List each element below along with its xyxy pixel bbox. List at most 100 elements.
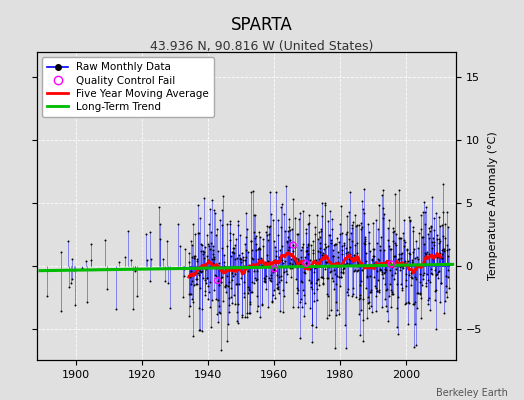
Point bbox=[332, 299, 341, 306]
Point bbox=[274, 232, 282, 238]
Point bbox=[226, 236, 235, 243]
Point bbox=[440, 310, 448, 316]
Point bbox=[189, 220, 197, 227]
Point bbox=[382, 302, 390, 309]
Point bbox=[232, 281, 241, 288]
Point bbox=[443, 209, 451, 216]
Point bbox=[231, 271, 239, 277]
Point bbox=[287, 256, 295, 262]
Point bbox=[401, 258, 409, 264]
Point bbox=[400, 260, 408, 266]
Point bbox=[444, 267, 453, 274]
Point bbox=[370, 258, 379, 265]
Point bbox=[326, 260, 334, 266]
Point bbox=[256, 264, 265, 270]
Point bbox=[194, 270, 202, 276]
Point bbox=[294, 286, 302, 293]
Point bbox=[350, 268, 358, 274]
Point bbox=[346, 189, 355, 196]
Point bbox=[337, 242, 346, 249]
Point bbox=[343, 229, 352, 236]
Point bbox=[248, 263, 257, 269]
Point bbox=[365, 298, 374, 305]
Point bbox=[426, 307, 434, 313]
Point bbox=[432, 272, 441, 278]
Point bbox=[415, 262, 423, 269]
Point bbox=[384, 318, 392, 324]
Point bbox=[304, 240, 312, 247]
Point bbox=[68, 276, 76, 282]
Point bbox=[249, 228, 258, 235]
Point bbox=[410, 344, 418, 350]
Point bbox=[215, 303, 223, 309]
Point bbox=[376, 247, 384, 253]
Point bbox=[277, 273, 285, 280]
Point bbox=[322, 244, 331, 250]
Point bbox=[192, 280, 201, 287]
Point bbox=[195, 304, 203, 311]
Point bbox=[328, 307, 336, 313]
Point bbox=[389, 238, 397, 245]
Point bbox=[132, 266, 140, 273]
Point bbox=[255, 234, 264, 240]
Point bbox=[323, 275, 331, 281]
Point bbox=[295, 258, 303, 265]
Point bbox=[156, 236, 164, 243]
Point bbox=[401, 300, 409, 307]
Point bbox=[242, 233, 250, 240]
Point bbox=[318, 213, 326, 219]
Point bbox=[256, 246, 264, 252]
Point bbox=[373, 288, 381, 294]
Point bbox=[313, 236, 322, 243]
Point bbox=[302, 230, 310, 236]
Point bbox=[312, 324, 320, 330]
Point bbox=[338, 247, 346, 253]
Point bbox=[241, 314, 249, 320]
Point bbox=[181, 246, 189, 252]
Point bbox=[163, 238, 172, 244]
Point bbox=[274, 216, 282, 223]
Point bbox=[355, 222, 364, 228]
Point bbox=[277, 204, 285, 210]
Point bbox=[411, 321, 419, 328]
Point bbox=[287, 264, 296, 271]
Point bbox=[223, 243, 232, 249]
Point bbox=[363, 315, 371, 321]
Point bbox=[238, 269, 247, 275]
Point bbox=[280, 211, 288, 217]
Point bbox=[222, 272, 231, 279]
Point bbox=[212, 273, 220, 280]
Point bbox=[400, 237, 408, 244]
Point bbox=[365, 240, 374, 246]
Point bbox=[214, 319, 222, 326]
Point bbox=[188, 242, 196, 248]
Point bbox=[423, 270, 431, 277]
Point bbox=[251, 212, 259, 218]
Point bbox=[307, 284, 315, 290]
Point bbox=[412, 276, 420, 282]
Point bbox=[214, 248, 223, 255]
Point bbox=[441, 235, 449, 242]
Point bbox=[358, 205, 367, 212]
Point bbox=[406, 251, 414, 257]
Point bbox=[253, 308, 261, 314]
Point bbox=[246, 299, 254, 305]
Point bbox=[434, 254, 442, 260]
Point bbox=[315, 245, 324, 252]
Point bbox=[329, 247, 337, 253]
Point bbox=[428, 239, 436, 246]
Point bbox=[222, 265, 231, 272]
Point bbox=[279, 308, 288, 315]
Point bbox=[412, 290, 421, 296]
Point bbox=[357, 220, 365, 226]
Point bbox=[314, 229, 323, 235]
Point bbox=[146, 278, 155, 284]
Point bbox=[402, 282, 410, 289]
Point bbox=[301, 254, 309, 260]
Point bbox=[174, 220, 183, 227]
Point bbox=[406, 218, 414, 225]
Point bbox=[383, 286, 391, 292]
Point bbox=[200, 277, 209, 284]
Point bbox=[266, 210, 275, 217]
Point bbox=[251, 235, 259, 242]
